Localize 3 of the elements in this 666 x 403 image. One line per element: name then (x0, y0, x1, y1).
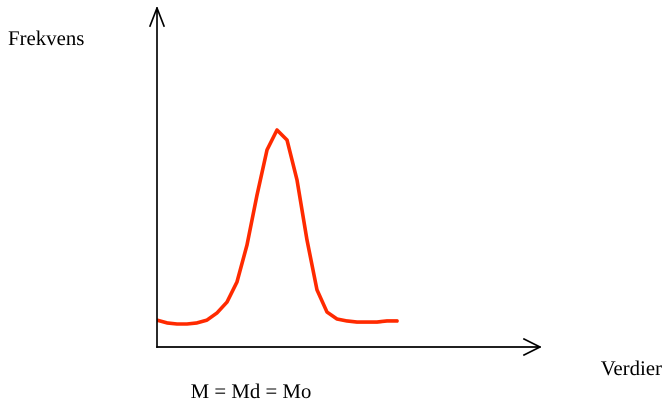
text: Verdier (600, 360, 662, 376)
text: Frekvens (8, 30, 84, 46)
text: M = Md = Mo (191, 384, 311, 398)
